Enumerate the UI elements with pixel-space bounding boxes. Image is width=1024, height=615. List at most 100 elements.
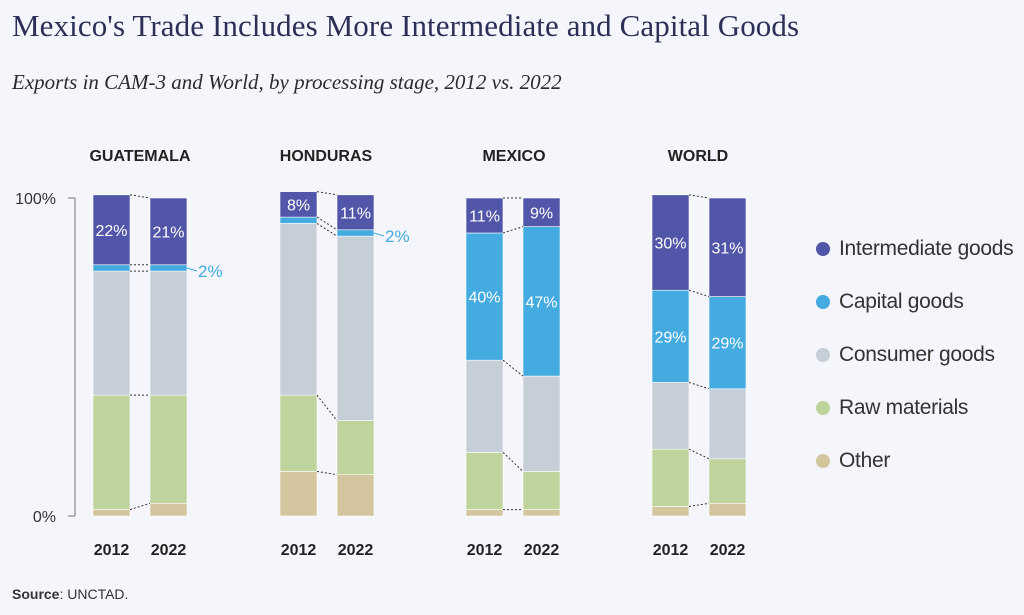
bar-segment-mexico-2012-other	[465, 509, 504, 517]
connector-guatemala-other	[129, 502, 151, 511]
data-label-mexico-2012-intermediate-goods: 11%	[469, 208, 500, 225]
callout-line-honduras	[373, 232, 385, 237]
connector-guatemala-intermediate-goods	[129, 194, 151, 199]
bar-segment-world-2022-consumer-goods	[708, 388, 747, 460]
group-header-honduras: HONDURAS	[280, 148, 373, 165]
bar-segment-guatemala-2022-intermediate-goods	[149, 197, 188, 266]
bar-segment-mexico-2012-capital-goods	[465, 232, 504, 361]
bar-segment-mexico-2022-raw-materials	[522, 471, 561, 510]
bar-segment-mexico-2022-intermediate-goods	[522, 197, 561, 227]
x-label-world-2022: 2022	[710, 542, 746, 559]
connector-mexico-raw-materials	[502, 452, 524, 472]
bar-segment-world-2012-capital-goods	[651, 289, 690, 383]
callout-label-honduras: 2%	[385, 227, 410, 246]
legend-swatch-consumer-goods	[816, 347, 830, 362]
bar-segment-honduras-2022-raw-materials	[336, 420, 375, 475]
bar-segment-guatemala-2012-other	[92, 509, 131, 517]
chart-subtitle: Exports in CAM-3 and World, by processin…	[12, 70, 562, 94]
legend-label-other: Other	[839, 448, 891, 472]
bar-segment-honduras-2012-capital-goods	[279, 216, 318, 224]
legend-item-other: Other	[816, 434, 1013, 487]
data-label-mexico-2022-intermediate-goods: 9%	[530, 205, 553, 222]
callout-line-guatemala	[186, 267, 198, 272]
bar-segment-honduras-2012-intermediate-goods	[279, 191, 318, 218]
data-label-mexico-2022-capital-goods: 47%	[525, 294, 557, 311]
bar-segment-guatemala-2022-capital-goods	[149, 264, 188, 272]
source-note: Source: UNCTAD.	[12, 586, 128, 602]
connector-world-intermediate-goods	[688, 194, 710, 199]
data-label-world-2022-intermediate-goods: 31%	[711, 240, 743, 257]
data-label-guatemala-2012-intermediate-goods: 22%	[95, 223, 127, 240]
bar-segment-honduras-2022-consumer-goods	[336, 235, 375, 421]
bar-segment-world-2022-intermediate-goods	[708, 197, 747, 297]
legend-label-raw-materials: Raw materials	[839, 395, 969, 419]
legend-label-consumer-goods: Consumer goods	[839, 342, 995, 366]
data-label-world-2022-capital-goods: 29%	[711, 336, 743, 353]
callout-label-guatemala: 2%	[198, 262, 223, 281]
connector-honduras-raw-materials	[316, 394, 338, 421]
bar-segment-world-2022-other	[708, 502, 747, 517]
source-text: : UNCTAD.	[59, 586, 129, 602]
legend-swatch-intermediate-goods	[816, 241, 830, 256]
bar-segment-mexico-2012-raw-materials	[465, 452, 504, 510]
bar-segment-world-2012-consumer-goods	[651, 382, 690, 450]
bar-segment-world-2012-raw-materials	[651, 448, 690, 507]
legend-label-capital-goods: Capital goods	[839, 289, 964, 313]
legend-item-intermediate-goods: Intermediate goods	[816, 222, 1014, 275]
x-label-guatemala-2012: 2012	[94, 542, 130, 559]
connector-mexico-consumer-goods	[502, 359, 524, 377]
y-tick-label-0: 0%	[33, 509, 56, 526]
legend-item-capital-goods: Capital goods	[816, 275, 1013, 328]
bar-segment-honduras-2022-intermediate-goods	[336, 194, 375, 231]
legend-item-consumer-goods: Consumer goods	[816, 328, 1013, 381]
bar-segment-mexico-2022-other	[522, 509, 561, 517]
data-label-honduras-2022-intermediate-goods: 11%	[340, 205, 371, 222]
legend-swatch-other	[816, 453, 830, 468]
legend-swatch-capital-goods	[816, 294, 830, 309]
bar-segment-guatemala-2022-other	[149, 502, 188, 517]
legend-swatch-raw-materials	[816, 400, 830, 415]
x-label-honduras-2012: 2012	[281, 542, 317, 559]
bar-segment-honduras-2012-raw-materials	[279, 394, 318, 472]
group-header-guatemala: GUATEMALA	[89, 148, 190, 165]
x-label-guatemala-2022: 2022	[151, 542, 187, 559]
bar-segment-honduras-2012-other	[279, 471, 318, 517]
chart-title: Mexico's Trade Includes More Intermediat…	[12, 8, 800, 43]
x-label-mexico-2022: 2022	[524, 542, 560, 559]
bar-segment-world-2022-raw-materials	[708, 458, 747, 504]
bar-segment-guatemala-2012-intermediate-goods	[92, 194, 131, 266]
connector-world-raw-materials	[688, 448, 710, 460]
source-label: Source	[12, 586, 60, 602]
connector-world-other	[688, 502, 710, 507]
data-label-mexico-2012-capital-goods: 40%	[468, 290, 500, 307]
bar-segment-mexico-2012-consumer-goods	[465, 359, 504, 453]
connector-honduras-intermediate-goods	[316, 191, 338, 196]
data-label-honduras-2012-intermediate-goods: 8%	[287, 197, 310, 214]
connector-honduras-capital-goods	[316, 216, 338, 231]
group-header-world: WORLD	[668, 148, 728, 165]
bar-segment-world-2012-other	[651, 506, 690, 517]
bar-segment-guatemala-2012-capital-goods	[92, 264, 131, 272]
x-label-mexico-2012: 2012	[467, 542, 503, 559]
group-header-mexico: MEXICO	[482, 148, 545, 165]
data-label-world-2012-capital-goods: 29%	[654, 329, 686, 346]
data-label-world-2012-intermediate-goods: 30%	[654, 236, 686, 253]
x-label-honduras-2022: 2022	[338, 542, 374, 559]
connector-world-capital-goods	[688, 289, 710, 298]
bar-segment-world-2022-capital-goods	[708, 296, 747, 390]
data-label-guatemala-2022-intermediate-goods: 21%	[152, 224, 184, 241]
bar-segment-honduras-2012-consumer-goods	[279, 223, 318, 396]
connector-honduras-other	[316, 470, 338, 476]
bar-segment-honduras-2022-other	[336, 474, 375, 517]
bar-segment-guatemala-2012-raw-materials	[92, 394, 131, 510]
bar-segment-mexico-2022-capital-goods	[522, 226, 561, 377]
bar-segment-mexico-2022-consumer-goods	[522, 375, 561, 472]
legend-item-raw-materials: Raw materials	[816, 381, 1013, 434]
bar-segment-honduras-2022-capital-goods	[336, 229, 375, 237]
legend: Intermediate goods Capital goods Consume…	[816, 222, 1014, 487]
y-tick-label-100: 100%	[15, 191, 56, 208]
bar-segment-guatemala-2022-raw-materials	[149, 394, 188, 504]
bar-segment-guatemala-2022-consumer-goods	[149, 270, 188, 396]
bar-segment-guatemala-2012-consumer-goods	[92, 270, 131, 396]
